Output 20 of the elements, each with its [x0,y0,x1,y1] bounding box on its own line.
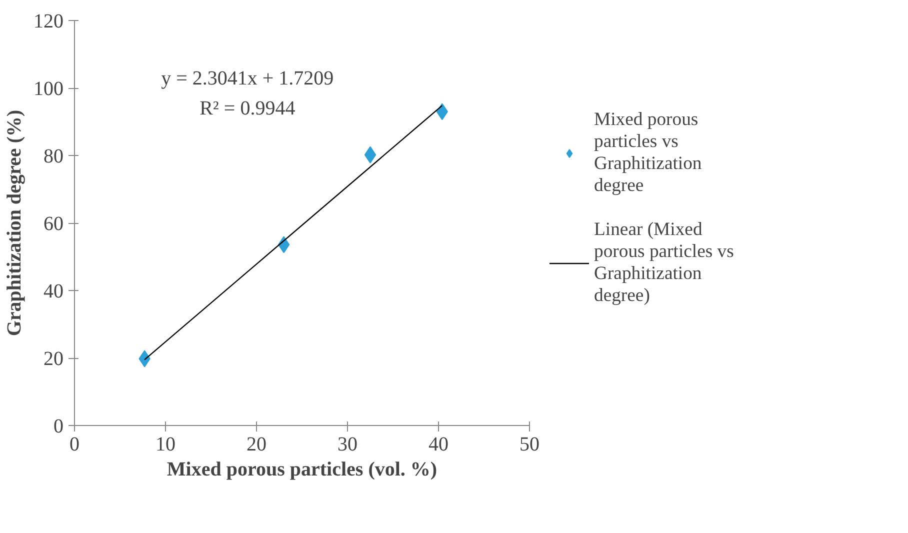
annotation: R² = 0.9944 [200,97,296,120]
y-tick-label: 100 [34,78,64,100]
x-tick-label: 30 [338,434,358,456]
x-tick-label: 20 [246,434,266,456]
legend-label: Linear (Mixed porous particles vs Graphitization degree) [594,219,734,307]
legend-label: Mixed porous particles vs Graphitization degree [594,109,702,197]
point [364,146,376,164]
annotation: y = 2.3041x + 1.7209 [161,67,334,90]
y-tick-label: 80 [44,146,64,168]
y-tick-label: 20 [44,348,64,370]
y-tick-label: 0 [54,416,64,438]
x-tick-label: 50 [520,434,540,456]
x-axis-title: Mixed porous particles (vol. %) [166,458,438,480]
x-tick-label: 10 [156,434,176,456]
y-tick-label: 60 [44,213,64,235]
x-tick-label: 0 [70,434,80,456]
y-tick-label: 40 [44,280,64,302]
x-tick-label: 40 [428,434,448,456]
y-tick-label: 120 [34,10,64,32]
y-axis-title: Graphitization degree (%) [4,110,26,336]
